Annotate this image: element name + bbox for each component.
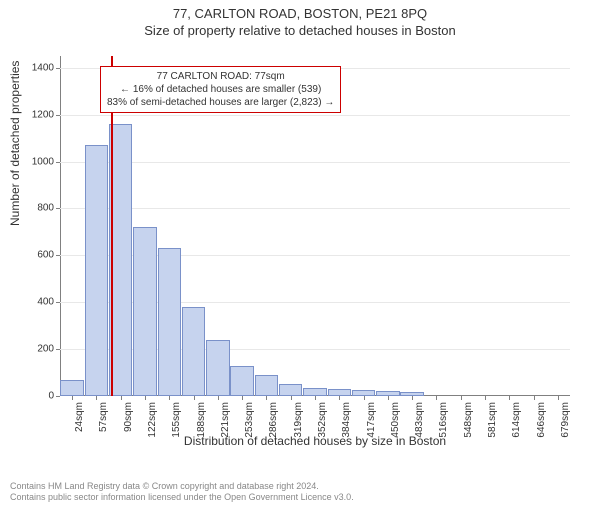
- histogram-bar: [255, 375, 278, 396]
- ytick-label: 800: [0, 203, 54, 214]
- xtick-mark: [72, 396, 73, 400]
- ytick-label: 200: [0, 344, 54, 355]
- xtick-label: 57sqm: [98, 402, 109, 432]
- ytick-label: 600: [0, 250, 54, 261]
- xtick-mark: [169, 396, 170, 400]
- xtick-label: 188sqm: [196, 402, 207, 438]
- ytick-label: 400: [0, 297, 54, 308]
- xtick-label: 646sqm: [536, 402, 547, 438]
- xtick-mark: [461, 396, 462, 400]
- xtick-label: 548sqm: [463, 402, 474, 438]
- xtick-mark: [145, 396, 146, 400]
- histogram-bar: [206, 340, 229, 396]
- annotation-line3: 83% of semi-detached houses are larger (…: [107, 96, 334, 109]
- gridline: [60, 208, 570, 209]
- xtick-mark: [339, 396, 340, 400]
- gridline: [60, 162, 570, 163]
- xtick-mark: [485, 396, 486, 400]
- histogram-bar: [85, 145, 108, 396]
- xtick-label: 155sqm: [171, 402, 182, 438]
- footer-line1: Contains HM Land Registry data © Crown c…: [10, 481, 354, 492]
- xtick-mark: [96, 396, 97, 400]
- xtick-label: 450sqm: [390, 402, 401, 438]
- ytick-label: 0: [0, 391, 54, 402]
- ytick-mark: [56, 68, 60, 69]
- x-axis-label: Distribution of detached houses by size …: [60, 434, 570, 448]
- xtick-label: 90sqm: [123, 402, 134, 432]
- xtick-label: 679sqm: [560, 402, 571, 438]
- xtick-mark: [534, 396, 535, 400]
- page-title-address: 77, CARLTON ROAD, BOSTON, PE21 8PQ: [0, 6, 600, 21]
- annotation-line1: 77 CARLTON ROAD: 77sqm: [107, 70, 334, 83]
- ytick-mark: [56, 396, 60, 397]
- histogram-bar: [60, 380, 83, 396]
- xtick-label: 384sqm: [341, 402, 352, 438]
- plot-area: 24sqm57sqm90sqm122sqm155sqm188sqm221sqm2…: [60, 56, 570, 396]
- histogram-bar: [133, 227, 156, 396]
- xtick-label: 483sqm: [414, 402, 425, 438]
- xtick-mark: [315, 396, 316, 400]
- xtick-mark: [436, 396, 437, 400]
- xtick-label: 221sqm: [220, 402, 231, 438]
- xtick-mark: [388, 396, 389, 400]
- xtick-mark: [266, 396, 267, 400]
- footer-line2: Contains public sector information licen…: [10, 492, 354, 503]
- histogram-bar: [328, 389, 351, 396]
- ytick-label: 1200: [0, 109, 54, 120]
- ytick-mark: [56, 162, 60, 163]
- histogram-bar: [182, 307, 205, 396]
- y-axis-line: [60, 56, 61, 396]
- histogram-bar: [303, 388, 326, 396]
- xtick-label: 614sqm: [511, 402, 522, 438]
- xtick-label: 319sqm: [293, 402, 304, 438]
- xtick-mark: [218, 396, 219, 400]
- annotation-line2: ← 16% of detached houses are smaller (53…: [107, 83, 334, 96]
- xtick-mark: [194, 396, 195, 400]
- ytick-mark: [56, 115, 60, 116]
- ytick-mark: [56, 302, 60, 303]
- xtick-mark: [364, 396, 365, 400]
- ytick-label: 1000: [0, 156, 54, 167]
- xtick-label: 581sqm: [487, 402, 498, 438]
- histogram-bar: [158, 248, 181, 396]
- histogram-bar: [230, 366, 253, 396]
- xtick-mark: [291, 396, 292, 400]
- ytick-mark: [56, 208, 60, 209]
- xtick-mark: [509, 396, 510, 400]
- page-title-subtitle: Size of property relative to detached ho…: [0, 23, 600, 38]
- xtick-mark: [242, 396, 243, 400]
- y-axis-label: Number of detached properties: [8, 61, 22, 226]
- gridline: [60, 115, 570, 116]
- ytick-label: 1400: [0, 62, 54, 73]
- xtick-mark: [558, 396, 559, 400]
- annotation-box: 77 CARLTON ROAD: 77sqm← 16% of detached …: [100, 66, 341, 113]
- xtick-label: 417sqm: [366, 402, 377, 438]
- xtick-label: 516sqm: [438, 402, 449, 438]
- xtick-label: 122sqm: [147, 402, 158, 438]
- xtick-label: 24sqm: [74, 402, 85, 432]
- xtick-label: 286sqm: [268, 402, 279, 438]
- xtick-label: 253sqm: [244, 402, 255, 438]
- xtick-label: 352sqm: [317, 402, 328, 438]
- ytick-mark: [56, 349, 60, 350]
- histogram-bar: [279, 384, 302, 396]
- chart-container: Number of detached properties 24sqm57sqm…: [60, 56, 570, 426]
- xtick-mark: [121, 396, 122, 400]
- xtick-mark: [412, 396, 413, 400]
- ytick-mark: [56, 255, 60, 256]
